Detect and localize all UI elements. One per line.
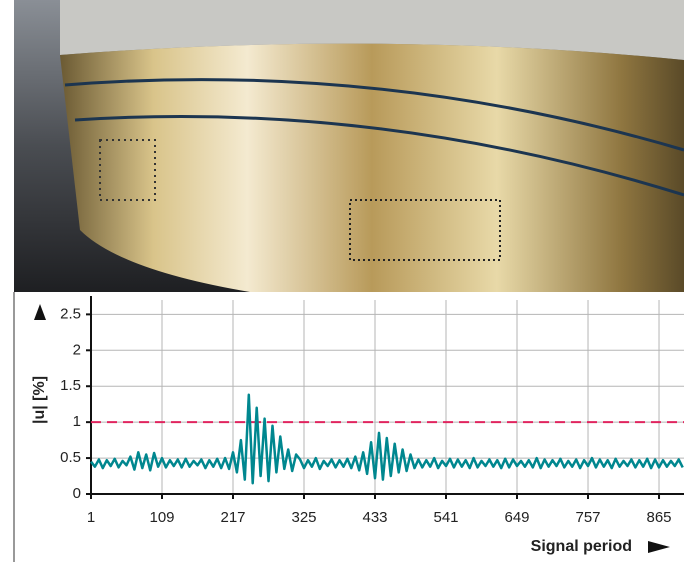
y-tick-label: 2	[73, 341, 81, 358]
y-axis-label: |u| [%]	[31, 376, 48, 424]
x-tick-label: 649	[504, 509, 529, 526]
photo	[14, 0, 684, 292]
x-tick-label: 541	[433, 509, 458, 526]
y-tick-label: 0.5	[60, 449, 81, 466]
y-tick-label: 1	[73, 413, 81, 430]
x-tick-label: 109	[149, 509, 174, 526]
y-tick-label: 1.5	[60, 377, 81, 394]
x-tick-label: 325	[291, 509, 316, 526]
x-tick-label: 217	[220, 509, 245, 526]
y-tick-label: 2.5	[60, 305, 81, 322]
y-tick-label: 0	[73, 485, 81, 502]
data-line	[90, 393, 684, 485]
chart: 0 0.5 1 1.5 2 2.5 1 109 217 325 433 541 649 757 865	[60, 296, 684, 526]
x-tick-label: 1	[87, 509, 95, 526]
x-tick-label: 865	[647, 509, 672, 526]
x-tick-label: 757	[575, 509, 600, 526]
x-axis-label: Signal period	[531, 538, 632, 555]
x-tick-label: 433	[362, 509, 387, 526]
x-arrow	[648, 541, 670, 553]
y-arrow	[34, 304, 46, 320]
